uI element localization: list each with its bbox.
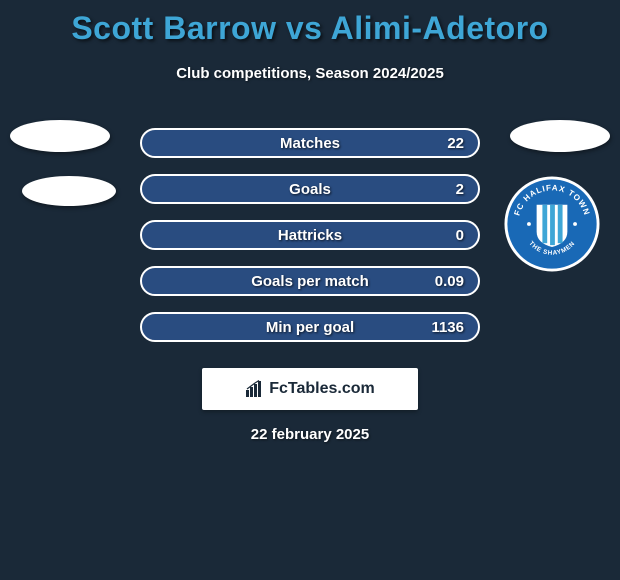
stat-value-right: 1136	[431, 319, 464, 336]
stat-bar-goals-per-match: Goals per match 0.09	[140, 266, 480, 296]
logo-text: FcTables.com	[269, 380, 375, 398]
bar-chart-icon	[245, 380, 265, 398]
stat-value-right: 0	[456, 227, 464, 244]
stat-label: Min per goal	[266, 319, 354, 336]
stat-row: Hattricks 0	[0, 212, 620, 258]
subtitle: Club competitions, Season 2024/2025	[0, 65, 620, 82]
stat-bar-hattricks: Hattricks 0	[140, 220, 480, 250]
stat-label: Hattricks	[278, 227, 342, 244]
stat-bar-goals: Goals 2	[140, 174, 480, 204]
page-title: Scott Barrow vs Alimi-Adetoro	[0, 0, 620, 47]
stat-label: Goals	[289, 181, 331, 198]
stat-row: Goals 2	[0, 166, 620, 212]
stat-row: Matches 22	[0, 120, 620, 166]
stat-value-right: 0.09	[435, 273, 464, 290]
stats-area: Matches 22 Goals 2 Hattricks 0 Goals per…	[0, 120, 620, 350]
comparison-card: Scott Barrow vs Alimi-Adetoro Club compe…	[0, 0, 620, 443]
stat-label: Goals per match	[251, 273, 369, 290]
stat-value-right: 22	[447, 135, 464, 152]
stat-value-right: 2	[456, 181, 464, 198]
date-line: 22 february 2025	[0, 426, 620, 443]
stat-bar-min-per-goal: Min per goal 1136	[140, 312, 480, 342]
stat-row: Goals per match 0.09	[0, 258, 620, 304]
fctables-logo-box: FcTables.com	[202, 368, 418, 410]
stat-bar-matches: Matches 22	[140, 128, 480, 158]
stat-label: Matches	[280, 135, 340, 152]
stat-row: Min per goal 1136	[0, 304, 620, 350]
fctables-logo: FcTables.com	[245, 380, 375, 398]
